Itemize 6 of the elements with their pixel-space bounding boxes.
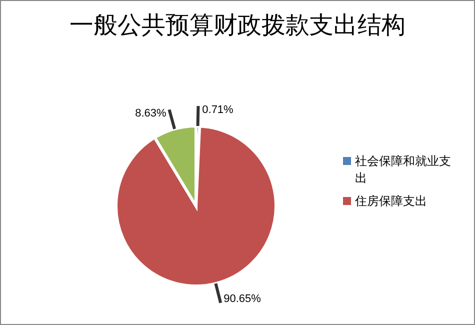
data-label: 8.63%: [135, 108, 166, 120]
data-label: 90.65%: [224, 293, 262, 306]
data-label: 0.71%: [202, 104, 234, 116]
legend-label: 社会保障和就业支出: [355, 153, 452, 187]
chart-title: 一般公共预算财政拨款支出结构: [68, 10, 406, 41]
legend-label: 住房保障支出: [355, 193, 427, 210]
